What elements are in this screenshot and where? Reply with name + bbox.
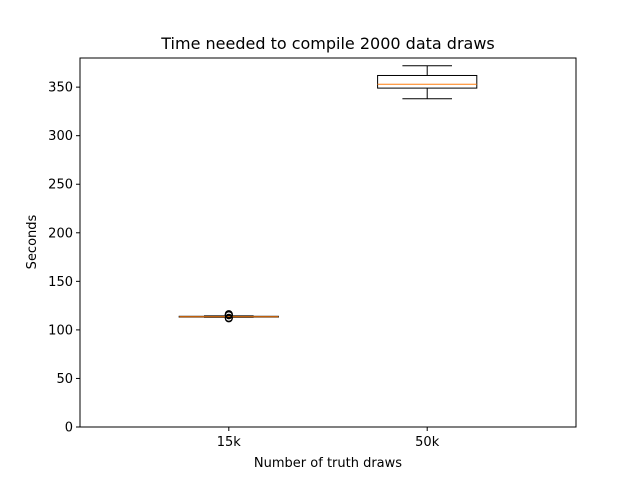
box-iqr	[377, 74, 478, 89]
chart-title: Time needed to compile 2000 data draws	[160, 34, 495, 53]
x-tick-label: 15k	[217, 435, 242, 450]
x-tick-label: 50k	[415, 435, 440, 450]
y-tick-label: 200	[48, 226, 73, 241]
y-tick-label: 100	[48, 323, 73, 338]
y-tick-label: 150	[48, 275, 73, 290]
x-axis-label: Number of truth draws	[254, 456, 402, 471]
y-tick-label: 300	[48, 129, 73, 144]
x-axis: 15k 50k	[217, 427, 440, 450]
y-tick-label: 350	[48, 81, 73, 96]
plot-area	[178, 65, 478, 323]
box-15k	[178, 310, 279, 323]
flier-point	[224, 310, 233, 319]
y-axis-label: Seconds	[25, 214, 40, 269]
y-tick-label: 0	[65, 421, 73, 436]
y-axis: 0 50 100 150 200 250 300 350	[48, 81, 80, 436]
y-tick-label: 50	[56, 372, 73, 387]
flier-point	[224, 313, 233, 322]
box-50k	[377, 65, 478, 100]
y-tick-label: 250	[48, 178, 73, 193]
axes-frame	[79, 57, 577, 428]
